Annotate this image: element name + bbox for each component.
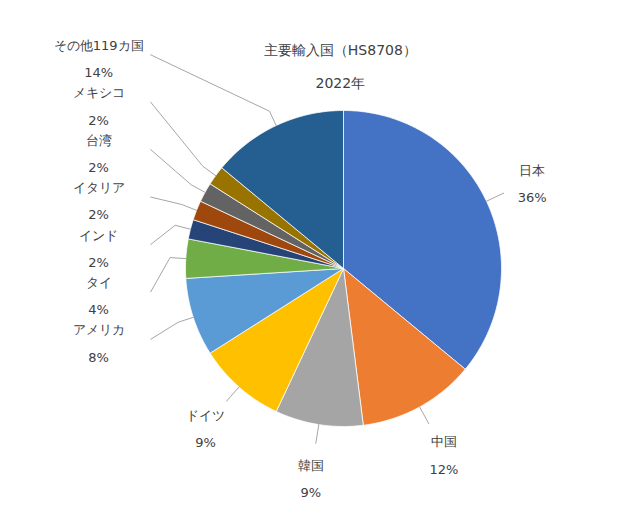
svg-text:イタリア2%: イタリア2%: [73, 180, 125, 222]
svg-text:その他119カ国14%: その他119カ国14%: [54, 38, 144, 80]
svg-text:日本36%: 日本36%: [518, 163, 547, 205]
svg-text:インド2%: インド2%: [79, 228, 118, 270]
svg-text:メキシコ2%: メキシコ2%: [73, 85, 125, 127]
svg-text:中国12%: 中国12%: [430, 434, 459, 476]
svg-text:タイ4%: タイ4%: [86, 275, 112, 317]
svg-text:アメリカ8%: アメリカ8%: [73, 322, 125, 364]
svg-text:韓国9%: 韓国9%: [298, 458, 324, 500]
svg-text:主要輸入国（HS8708）: 主要輸入国（HS8708）: [264, 42, 417, 58]
svg-text:2022年: 2022年: [316, 75, 366, 91]
svg-text:台湾2%: 台湾2%: [86, 133, 112, 175]
svg-text:ドイツ9%: ドイツ9%: [186, 408, 225, 450]
